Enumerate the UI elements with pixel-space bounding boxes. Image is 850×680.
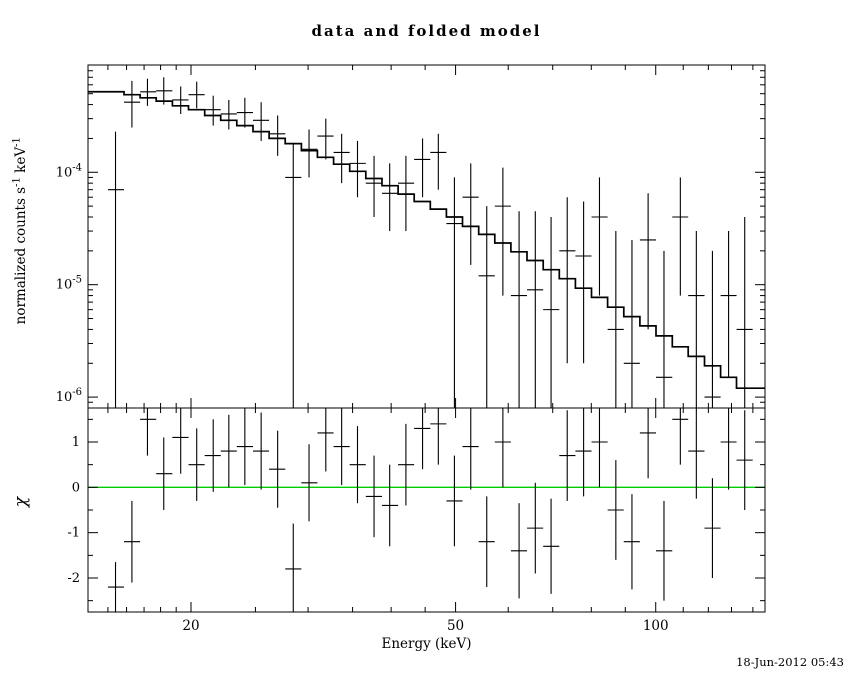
model-step-line	[88, 90, 765, 390]
svg-text:20: 20	[182, 618, 199, 634]
tick-labels: 20 50 100 10-4 10-5 10-6 1 0 -1 -2	[56, 162, 669, 634]
y-axis-label-chi: χ	[11, 496, 32, 508]
svg-text:10-5: 10-5	[56, 275, 82, 293]
plot-title: data and folded model	[311, 22, 542, 40]
timestamp: 18-Jun-2012 05:43	[736, 655, 844, 669]
data-error-bars	[107, 77, 753, 408]
svg-text:1: 1	[72, 435, 80, 450]
svg-text:10-6: 10-6	[56, 387, 82, 405]
y-axis-label-top: normalized counts s-1 keV-1	[11, 31, 29, 431]
residual-error-bars	[107, 408, 753, 612]
svg-text:-2: -2	[67, 571, 80, 586]
svg-text:10-4: 10-4	[56, 162, 82, 180]
y-axis-label-text: normalized counts s	[12, 186, 29, 325]
svg-text:100: 100	[643, 618, 669, 634]
svg-text:50: 50	[447, 618, 464, 634]
panel-frames	[87, 64, 766, 613]
superscript-1: -1	[11, 177, 23, 187]
superscript-2: -1	[11, 137, 23, 147]
x-axis-label: Energy (keV)	[381, 636, 472, 652]
svg-text:0: 0	[72, 480, 80, 495]
y-axis-label-text-2: keV	[12, 146, 29, 178]
svg-text:-1: -1	[67, 526, 80, 541]
